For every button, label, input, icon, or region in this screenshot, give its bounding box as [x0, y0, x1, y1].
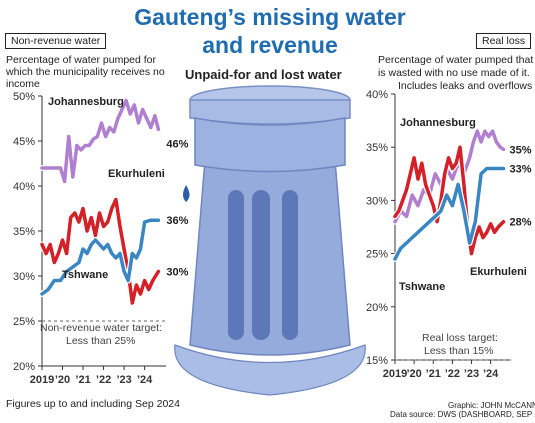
- end-value-label: 28%: [509, 217, 531, 229]
- left-panel-description: Percentage of water pumped for which the…: [6, 54, 165, 91]
- right-panel-description-3: Includes leaks and overflows: [398, 80, 533, 92]
- y-tick-label: 15%: [366, 355, 388, 367]
- end-value-label: 33%: [509, 163, 531, 175]
- tower-upper-body: [194, 117, 346, 173]
- end-value-label: 35%: [509, 144, 531, 156]
- real-loss-chart: 40% 35% 30% 25% 20% 15%2019’20 ’21 ’22 ’23 ’24 35%…: [366, 89, 532, 380]
- tower-window: [228, 190, 244, 340]
- x-tick-label: ’22: [96, 374, 111, 386]
- non-revenue-water-chart: 50% 45% 40% 35% 30% 25% 20%2019’20 ’21 ’22 ’23 ’24…: [13, 91, 189, 386]
- left-panel-heading: Non-revenue water: [5, 33, 107, 50]
- subtitle: Unpaid-for and lost water: [185, 67, 342, 82]
- x-tick-label: ’24: [483, 368, 499, 380]
- tower-window: [282, 190, 298, 340]
- x-tick-label: 2019: [383, 368, 407, 380]
- tower-base-puddle: [174, 344, 366, 396]
- series-line-tshwane: [393, 166, 506, 261]
- x-tick-label: ’22: [445, 368, 460, 380]
- water-tower-illustration: [174, 85, 366, 396]
- series-name-label: Tshwane: [62, 269, 108, 281]
- x-tick-label: ’21: [75, 374, 90, 386]
- left-target-line-2: Less than 25%: [66, 335, 136, 347]
- right-target-line-1: Real loss target:: [422, 332, 498, 344]
- series-line-ekurhuleni: [40, 197, 161, 305]
- y-tick-label: 30%: [13, 271, 35, 283]
- series-name-label: Tshwane: [399, 281, 445, 293]
- series-name-label: Ekurhuleni: [470, 266, 527, 278]
- y-tick-label: 25%: [366, 249, 388, 261]
- series-name-label: Johannesburg: [400, 117, 476, 129]
- y-tick-label: 35%: [366, 142, 388, 154]
- title-line-1: Gauteng’s missing water: [134, 4, 406, 30]
- x-tick-label: ’23: [464, 368, 479, 380]
- right-target-line-2: Less than 15%: [424, 345, 494, 357]
- series-line-johannesburg: [40, 98, 161, 184]
- right-panel-description-2: is wasted with no use made of it.: [378, 67, 530, 79]
- y-tick-label: 25%: [13, 316, 35, 328]
- right-panel-description-1: Percentage of water pumped that: [378, 54, 534, 66]
- footnote: Figures up to and including Sep 2024: [6, 398, 180, 410]
- y-tick-label: 30%: [366, 195, 388, 207]
- y-tick-label: 45%: [13, 136, 35, 148]
- left-target-line-1: Non-revenue water target:: [40, 322, 162, 334]
- series-line-tshwane: [40, 218, 161, 296]
- y-tick-label: 40%: [366, 89, 388, 101]
- credit-graphic: Graphic: JOHN McCANN: [448, 401, 535, 410]
- x-tick-label: 2019: [30, 374, 54, 386]
- y-tick-label: 35%: [13, 226, 35, 238]
- x-tick-label: ’20: [406, 368, 421, 380]
- series-line-ekurhuleni: [393, 145, 506, 256]
- series-name-label: Johannesburg: [48, 96, 124, 108]
- tower-window: [252, 190, 270, 340]
- right-panel-heading: Real loss: [476, 33, 532, 50]
- title-line-2: and revenue: [202, 32, 338, 58]
- x-tick-label: ’20: [55, 374, 70, 386]
- x-tick-label: ’23: [116, 374, 131, 386]
- credit-source: Data source: DWS (DASHBOARD, SEP 2024): [390, 410, 535, 419]
- series-name-label: Ekurhuleni: [108, 168, 165, 180]
- y-tick-label: 20%: [13, 361, 35, 373]
- end-value-label: 30%: [166, 267, 188, 279]
- water-drop-icon: [183, 185, 190, 202]
- y-tick-label: 40%: [13, 181, 35, 193]
- end-value-label: 36%: [166, 215, 188, 227]
- end-value-label: 46%: [166, 138, 188, 150]
- y-tick-label: 50%: [13, 91, 35, 103]
- x-tick-label: ’24: [137, 374, 153, 386]
- y-tick-label: 20%: [366, 302, 388, 314]
- x-tick-label: ’21: [426, 368, 441, 380]
